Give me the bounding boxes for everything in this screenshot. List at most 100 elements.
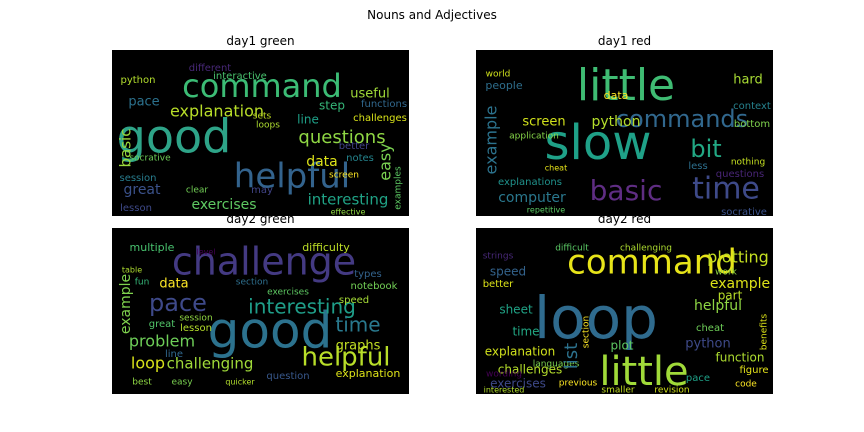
cloud-word: sheet xyxy=(499,303,533,317)
cloud-word: little xyxy=(577,60,675,111)
cloud-word: pace xyxy=(128,95,159,110)
cloud-word: bit xyxy=(690,135,721,163)
cloud-word: speed xyxy=(339,295,369,306)
cloud-word: lesson xyxy=(120,203,152,214)
cloud-word: command xyxy=(182,67,342,105)
cloud-word: better xyxy=(483,279,514,290)
cloud-word: exercises xyxy=(191,197,256,213)
cloud-word: challenging xyxy=(620,244,672,254)
cloud-word: exercises xyxy=(267,288,309,298)
cloud-word: challenging xyxy=(167,355,254,373)
cloud-word: plot xyxy=(611,339,634,353)
cloud-word: step xyxy=(319,99,345,113)
cloud-word: session xyxy=(119,173,156,184)
cloud-word: graphs xyxy=(336,339,381,354)
cloud-word: computer xyxy=(498,190,566,206)
cloud-word: cheat xyxy=(545,164,567,173)
cloud-word: useful xyxy=(350,87,389,102)
cloud-word: example xyxy=(482,106,501,175)
cloud-word: context xyxy=(733,101,771,112)
cloud-word: clear xyxy=(186,186,209,196)
cloud-word: line xyxy=(165,349,183,360)
cloud-word: level xyxy=(196,248,215,257)
cloud-word: sets xyxy=(253,112,272,122)
cloud-word: code xyxy=(735,380,757,390)
cloud-word: slow xyxy=(545,115,652,171)
wordcloud-day2-red: command loop little plotting example helpful p… xyxy=(476,228,773,394)
cloud-word: difficult xyxy=(555,244,589,254)
cloud-word: may xyxy=(251,185,273,196)
cloud-word: part xyxy=(718,289,743,303)
cloud-word: interesting xyxy=(308,191,389,209)
cloud-word: great xyxy=(149,319,176,330)
cloud-word: python xyxy=(685,337,730,352)
cloud-word: easy xyxy=(171,378,193,388)
cloud-word: examples xyxy=(394,166,404,210)
cloud-word: challenges xyxy=(353,113,407,124)
cloud-word: line xyxy=(297,113,319,127)
cloud-word: example xyxy=(710,276,770,292)
cloud-word: screen xyxy=(522,115,565,130)
cloud-word: python xyxy=(121,75,156,86)
cloud-word: data xyxy=(306,154,338,170)
panel-title-day2-green: day2 green xyxy=(226,212,295,226)
cloud-word: speed xyxy=(490,265,526,279)
cloud-word: notes xyxy=(346,153,374,164)
cloud-word: types xyxy=(354,269,382,280)
cloud-word: helpful xyxy=(694,298,742,314)
cloud-word: smaller xyxy=(601,386,635,395)
cloud-word: good xyxy=(208,302,333,360)
cloud-word: basic xyxy=(117,129,135,168)
cloud-word: languages xyxy=(533,360,580,370)
cloud-word: cheat xyxy=(696,323,724,334)
cloud-word: world xyxy=(486,70,511,80)
cloud-word: difficulty xyxy=(302,241,350,254)
cloud-word: previous xyxy=(559,379,598,389)
cloud-word: time xyxy=(692,172,760,207)
cloud-word: table xyxy=(122,266,142,275)
cloud-word: time xyxy=(335,313,380,337)
panel-title-day2-red: day2 red xyxy=(597,212,652,226)
cloud-word: nothing xyxy=(731,158,765,168)
cloud-word: socrative xyxy=(721,207,767,216)
cloud-word: function xyxy=(715,351,764,365)
cloud-word: question xyxy=(266,371,309,382)
cloud-word: quicker xyxy=(225,378,255,387)
cloud-word: wording xyxy=(486,370,522,380)
cloud-word: interactive xyxy=(213,71,267,82)
cloud-word: challenges xyxy=(498,363,562,377)
cloud-word: work xyxy=(715,268,738,278)
cloud-word: section xyxy=(582,316,592,348)
cloud-word: exercises xyxy=(490,377,546,391)
cloud-word: section xyxy=(236,278,268,288)
cloud-word: problem xyxy=(129,332,195,351)
cloud-word: screen xyxy=(329,171,359,181)
cloud-word: pace xyxy=(149,289,207,317)
cloud-word: hard xyxy=(733,73,763,88)
wordcloud-day1-red: little slow commands basic time bit python scre… xyxy=(476,50,773,216)
cloud-word: revision xyxy=(654,386,689,395)
cloud-word: strings xyxy=(483,252,514,262)
cloud-word: loop xyxy=(534,284,658,352)
cloud-word: plotting xyxy=(707,248,769,267)
cloud-word: example xyxy=(118,274,134,334)
cloud-word: different xyxy=(189,63,232,74)
cloud-word: easy xyxy=(376,143,395,180)
cloud-word: people xyxy=(485,79,523,92)
cloud-word: questions xyxy=(298,127,385,148)
cloud-word: little xyxy=(599,349,688,394)
panel-title-day1-red: day1 red xyxy=(597,34,652,48)
cloud-word: better xyxy=(339,141,370,152)
wordcloud-day1-green: good command helpful explanation questions in… xyxy=(112,50,409,216)
wordcloud-svg: commandlooplittleplottingexamplehelpfulp… xyxy=(483,243,770,395)
cloud-word: data xyxy=(604,89,629,102)
cloud-word: best xyxy=(132,378,152,388)
cloud-word: basic xyxy=(590,174,663,207)
cloud-word: command xyxy=(567,243,737,283)
cloud-word: session xyxy=(179,314,212,324)
cloud-word: fun xyxy=(135,278,150,288)
cloud-word: loop xyxy=(131,354,165,373)
cloud-word: notebook xyxy=(351,281,398,292)
figure-title: Nouns and Adjectives xyxy=(367,8,497,22)
cloud-word: list xyxy=(561,343,582,369)
